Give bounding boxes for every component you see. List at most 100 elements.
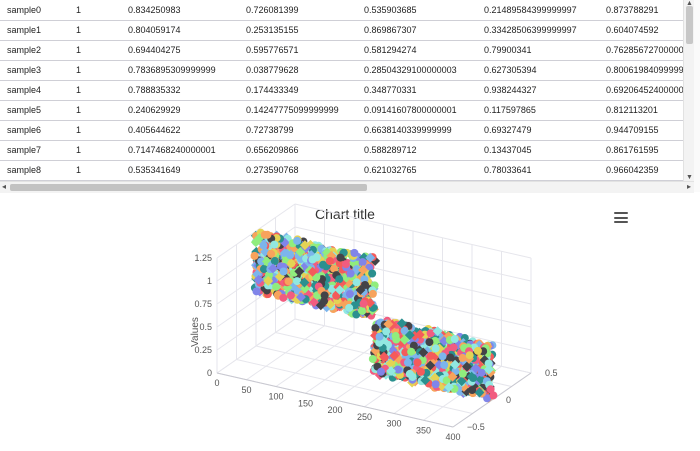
data-point [390, 372, 399, 381]
scroll-down-arrow-icon[interactable]: ▼ [686, 174, 693, 181]
table-row[interactable]: sample0 1 0.834250983 0.726081399 0.53590368… [0, 0, 683, 21]
data-point [317, 285, 328, 296]
data-point [269, 248, 278, 257]
data-point [369, 366, 378, 375]
data-point [251, 246, 262, 257]
data-point [394, 337, 403, 346]
floor-gridline [294, 318, 532, 374]
data-point [352, 265, 361, 274]
data-point [254, 233, 265, 244]
data-point [305, 283, 314, 292]
data-point [418, 329, 427, 338]
table-row[interactable]: sample3 1 0.7836895309999999 0.038779628 0.2… [0, 60, 683, 81]
data-point [427, 358, 436, 367]
data-point [379, 353, 388, 362]
table-row[interactable]: sample2 1 0.694404275 0.595776571 0.58129427… [0, 40, 683, 61]
data-point [442, 365, 451, 374]
scroll-up-arrow-icon[interactable]: ▲ [686, 0, 693, 7]
data-point [451, 375, 462, 386]
data-point [457, 377, 466, 386]
data-point [387, 345, 398, 355]
data-point [310, 263, 321, 274]
data-point [420, 375, 431, 386]
data-point [418, 369, 427, 378]
data-point [401, 348, 410, 357]
data-point [447, 337, 458, 348]
hamburger-menu-icon[interactable] [614, 212, 628, 223]
data-point [456, 348, 465, 357]
data-point [258, 256, 267, 265]
data-point [417, 377, 426, 386]
table-row[interactable]: sample7 1 0.7147468240000001 0.656209866 0.5… [0, 140, 683, 161]
scroll-right-arrow-icon[interactable]: ▸ [686, 182, 691, 191]
data-point [456, 356, 465, 365]
data-point [387, 325, 396, 334]
data-point [474, 340, 485, 351]
data-point [456, 376, 467, 387]
data-point [381, 329, 390, 338]
table-row[interactable]: sample6 1 0.405644622 0.72738799 0.663814033… [0, 120, 683, 141]
data-point [350, 287, 359, 296]
data-point [407, 357, 416, 366]
horizontal-scrollbar[interactable]: ◂ ▸ [0, 181, 694, 193]
data-point [347, 303, 358, 314]
table-row[interactable]: sample8 1 0.535341649 0.273590768 0.62103276… [0, 160, 683, 181]
data-point [334, 271, 345, 282]
horizontal-scroll-thumb[interactable] [10, 184, 367, 191]
data-point [273, 281, 282, 290]
data-point [279, 261, 290, 272]
back-wall-gridline [294, 249, 532, 305]
data-point [468, 386, 477, 395]
vertical-scrollbar[interactable]: ▲ ▼ [683, 0, 695, 181]
data-point [327, 259, 338, 270]
data-point [379, 346, 388, 355]
data-point [409, 357, 418, 366]
data-point [334, 285, 345, 295]
data-point [307, 291, 318, 302]
scroll-left-arrow-icon[interactable]: ◂ [2, 182, 7, 191]
table-row[interactable]: sample4 1 0.788835332 0.174433349 0.34877033… [0, 80, 683, 101]
data-point [464, 371, 474, 382]
data-point [282, 278, 291, 287]
data-point [320, 264, 331, 275]
data-point [424, 376, 434, 387]
data-point [463, 344, 474, 355]
data-point [438, 374, 447, 383]
data-point [268, 276, 277, 285]
data-point [268, 263, 278, 274]
data-point [479, 343, 488, 352]
data-point [383, 355, 392, 364]
table-row[interactable]: sample5 1 0.240629929 0.14247775099999999 0.… [0, 100, 683, 121]
data-point [370, 342, 379, 351]
data-point [292, 241, 303, 252]
data-point [414, 332, 423, 341]
data-point [276, 252, 285, 261]
data-point [440, 340, 449, 349]
data-point [275, 272, 284, 281]
data-point [254, 267, 265, 278]
data-point [465, 366, 474, 375]
data-point [414, 332, 425, 343]
data-point [331, 303, 340, 312]
data-point [318, 244, 328, 255]
table-cell: 0.174433349 [246, 85, 299, 95]
data-point [356, 289, 365, 298]
data-point [383, 343, 392, 352]
data-point [423, 342, 434, 353]
data-point [388, 331, 399, 342]
data-point [396, 361, 405, 370]
table-row[interactable]: sample1 1 0.804059174 0.253135155 0.86986730… [0, 20, 683, 41]
data-point [359, 287, 368, 296]
data-point [322, 261, 331, 270]
data-point [478, 347, 489, 358]
data-point [382, 327, 391, 336]
data-point [320, 297, 329, 306]
data-point [292, 280, 303, 291]
data-point [363, 295, 372, 304]
data-point [481, 376, 490, 385]
vertical-scroll-thumb[interactable] [686, 6, 693, 44]
data-point [311, 264, 322, 275]
data-point [325, 276, 334, 285]
data-point [358, 280, 367, 289]
data-point [364, 277, 373, 286]
